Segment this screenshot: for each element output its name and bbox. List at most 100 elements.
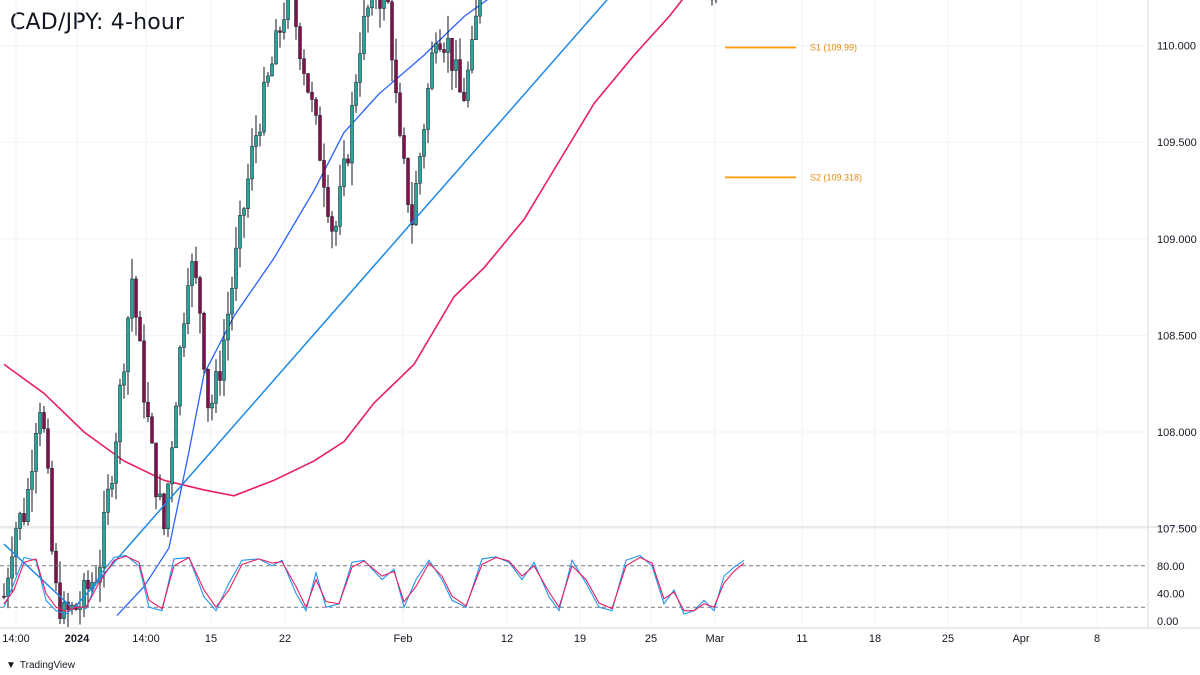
candle-body <box>314 99 318 116</box>
candle-body <box>110 483 114 490</box>
candle-body <box>422 129 426 157</box>
candle-body <box>222 339 226 381</box>
candle <box>426 83 430 144</box>
candle-body <box>46 428 50 469</box>
candle <box>42 405 46 433</box>
candle-body <box>210 402 214 409</box>
candle <box>462 77 466 102</box>
candle-body <box>318 115 322 161</box>
sma-slow-line <box>3 0 684 497</box>
candle <box>174 402 178 449</box>
candle <box>214 359 218 413</box>
level-label-s1: S1 (109.99) <box>810 43 857 53</box>
candle <box>110 475 114 498</box>
candle-body <box>346 158 350 164</box>
candle <box>430 41 434 91</box>
time-tick-label: 8 <box>1094 633 1100 645</box>
candle-layer <box>2 0 718 627</box>
candle <box>6 567 10 609</box>
candle <box>150 412 154 444</box>
candle <box>114 432 118 500</box>
candle <box>206 368 210 422</box>
candle <box>58 561 62 625</box>
candle-body <box>34 433 38 472</box>
candle <box>410 181 414 244</box>
candle-body <box>322 160 326 188</box>
candle-body <box>466 69 470 101</box>
candle-body <box>10 556 14 579</box>
stoch-k-line <box>3 554 745 615</box>
candle-body <box>194 261 198 278</box>
stoch-tick-label: 0.00 <box>1157 616 1178 628</box>
brand-label: TradingView <box>19 660 75 671</box>
candle-body <box>178 347 182 407</box>
candle <box>294 0 298 40</box>
candle <box>2 583 6 600</box>
candle <box>474 0 478 40</box>
sma-fast-line <box>116 0 489 616</box>
pivot-levels-layer: R2 (112.294)R1 (111.478)P (110.806)S1 (1… <box>725 43 862 182</box>
candle <box>302 49 306 86</box>
grid-layer <box>0 0 1200 629</box>
candle <box>282 2 286 40</box>
candle-body <box>410 204 414 226</box>
candle-body <box>382 0 386 9</box>
candle <box>375 0 377 10</box>
chart-title: CAD/JPY: 4-hour <box>10 10 185 35</box>
footer-brand[interactable]: ▼ TradingView <box>6 660 75 671</box>
candle <box>246 163 250 218</box>
time-tick-label: 15 <box>205 633 217 645</box>
candle-body <box>258 131 262 136</box>
candle-body <box>274 30 278 65</box>
candle <box>346 154 350 167</box>
candle-body <box>118 384 122 443</box>
candle-body <box>142 340 146 403</box>
candle-body <box>398 92 402 136</box>
time-tick-label: 25 <box>942 633 954 645</box>
candle-body <box>378 0 382 9</box>
candle-body <box>262 81 266 133</box>
candle-body <box>242 208 246 216</box>
candle-body <box>162 493 166 530</box>
moving-average-layer <box>3 0 684 616</box>
candle <box>250 128 254 191</box>
candle-body <box>214 371 218 404</box>
tradingview-logo-icon: ▼ <box>6 660 16 671</box>
candle <box>398 82 402 138</box>
candle <box>450 37 454 91</box>
candle-body <box>302 58 306 74</box>
candle <box>202 311 206 374</box>
candle <box>454 39 458 88</box>
candle-body <box>42 412 46 430</box>
candle <box>458 38 462 93</box>
candle-body <box>86 580 90 589</box>
candle-body <box>426 88 430 130</box>
candle-body <box>102 512 106 568</box>
candle-body <box>342 158 346 187</box>
candle-body <box>418 156 422 184</box>
candle-body <box>278 30 282 33</box>
price-tick-label: 109.500 <box>1157 137 1197 149</box>
candle <box>370 0 374 16</box>
candle <box>178 345 182 416</box>
candle-body <box>226 313 230 341</box>
candle <box>50 460 54 555</box>
candle <box>46 418 50 474</box>
price-tick-label: 108.500 <box>1157 330 1197 342</box>
candle <box>342 140 346 197</box>
time-tick-label: 2024 <box>65 633 90 645</box>
candle <box>142 324 146 419</box>
candle-body <box>150 416 154 444</box>
candle <box>278 26 282 48</box>
candle-body <box>438 43 442 50</box>
candle-body <box>470 39 474 71</box>
time-tick-label: Mar <box>706 633 725 645</box>
candle <box>210 394 214 421</box>
candle-body <box>310 92 314 100</box>
price-tick-label: 109.000 <box>1157 234 1197 246</box>
candle <box>386 0 390 4</box>
trendline-layer <box>3 0 608 607</box>
candle <box>442 42 446 63</box>
time-tick-label: 19 <box>574 633 586 645</box>
